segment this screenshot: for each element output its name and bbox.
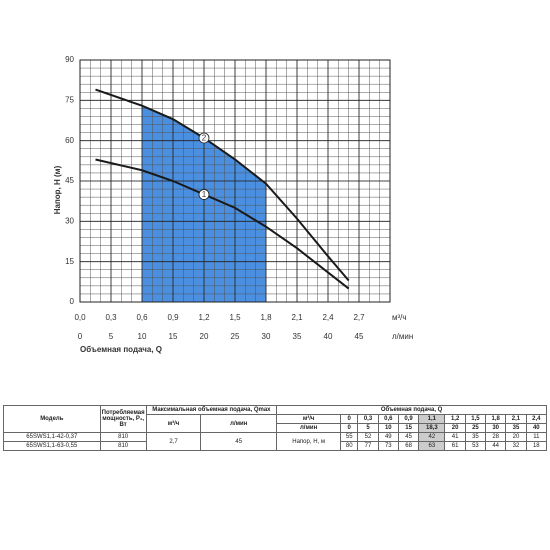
x2-tick-label: 35: [293, 332, 302, 341]
th-q-m3h: 2,1: [505, 414, 527, 424]
row: 65SWS1,1-63-0,55 810 80 77 73 68 63 61 53 44 32 18: [3, 441, 548, 451]
th-unit: л/мин: [276, 423, 342, 433]
th-model: Модель: [3, 405, 101, 433]
cell-qmax: 45: [200, 432, 278, 451]
x2-tick-label: 25: [231, 332, 240, 341]
curve: [95, 88, 350, 282]
th-unit: м³/ч: [145, 414, 202, 433]
cell-value: 20: [505, 432, 527, 442]
th-q-lmin: 18,3: [418, 423, 446, 433]
x2-tick-label: 20: [200, 332, 209, 341]
cell-value: 52: [357, 432, 379, 442]
cell-power: 810: [99, 432, 147, 442]
y-tick-label: 0: [70, 297, 75, 306]
th-q-lmin: 5: [357, 423, 379, 433]
y-tick-label: 45: [65, 176, 74, 185]
curve-label-bg: [198, 189, 210, 200]
chart: Напор, H (м) Объемная подача, Q м³/ч л/м…: [53, 55, 413, 354]
cell-value: 77: [357, 441, 379, 451]
cell-model: 65SWS1,1-42-0,37: [3, 432, 101, 442]
x-tick-label: 1,8: [260, 313, 272, 322]
cell-value: 18: [525, 441, 548, 451]
th-q-m3h: 0: [340, 414, 359, 424]
th-q: Объемная подача, Q: [276, 405, 547, 415]
th-unit: м³/ч: [276, 414, 342, 424]
cell-model: 65SWS1,1-63-0,55: [3, 441, 101, 451]
cell-value: 53: [464, 441, 487, 451]
x2-tick-label: 0: [78, 332, 83, 341]
x2-unit: л/мин: [392, 332, 413, 341]
x2-tick-label: 30: [262, 332, 271, 341]
cell-value: 11: [525, 432, 548, 442]
cell-value: 35: [464, 432, 487, 442]
th-q-lmin: 15: [397, 423, 420, 433]
th-unit: л/мин: [200, 414, 278, 433]
th-q-lmin: 0: [340, 423, 359, 433]
x-tick-label: 0,9: [167, 313, 179, 322]
x2-tick-label: 10: [138, 332, 147, 341]
x-tick-label: 2,7: [353, 313, 365, 322]
curve-label: 2: [202, 134, 207, 143]
th-q-m3h: 1,2: [444, 414, 466, 424]
th-q-lmin: 35: [505, 423, 527, 433]
cell-qmax: 2,7: [145, 432, 202, 451]
th-q-m3h: 1,8: [485, 414, 507, 424]
cell-value: 42: [418, 432, 446, 442]
x2-tick-label: 5: [109, 332, 114, 341]
x2-tick-label: 15: [169, 332, 178, 341]
th-q-lmin: 20: [444, 423, 466, 433]
th-q-m3h: 0,6: [377, 414, 399, 424]
curve-label: 1: [202, 190, 207, 199]
th-q-lmin: 40: [525, 423, 548, 433]
cell-value: 44: [485, 441, 507, 451]
x-tick-label: 2,1: [291, 313, 303, 322]
y-tick-label: 60: [65, 136, 74, 145]
table: Модель Потребляемая мощность, P₁, Вт Мак…: [3, 405, 548, 451]
y-tick-label: 15: [65, 257, 74, 266]
cell-value: 68: [397, 441, 420, 451]
cell-value: 80: [340, 441, 359, 451]
cell-value: 63: [418, 441, 446, 451]
th-q-lmin: 10: [377, 423, 399, 433]
th-q-lmin: 30: [485, 423, 507, 433]
cell-power: 810: [99, 441, 147, 451]
x-axis-label: Объемная подача, Q: [80, 345, 162, 354]
x-tick-label: 1,5: [229, 313, 241, 322]
cell-value: 61: [444, 441, 466, 451]
cell-value: 45: [397, 432, 420, 442]
cell-value: 32: [505, 441, 527, 451]
th-q-m3h: 0,3: [357, 414, 379, 424]
th-q-m3h: 1,5: [464, 414, 487, 424]
cell-value: 73: [377, 441, 399, 451]
cell-value: 41: [444, 432, 466, 442]
x-tick-label: 0,3: [105, 313, 117, 322]
y-tick-label: 90: [65, 55, 74, 64]
row: 65SWS1,1-42-0,37 810 2,7 45 Напор, Н, м 55 52 4…: [3, 432, 548, 451]
y-tick-label: 30: [65, 216, 74, 225]
curve-label-bg: [198, 132, 210, 144]
curve: [95, 158, 350, 290]
th-power: Потребляемая мощность, P₁, Вт: [99, 405, 147, 433]
plot-frame: [79, 59, 391, 303]
x-tick-label: 2,4: [322, 313, 334, 322]
cell-value: 55: [340, 432, 359, 442]
x2-tick-label: 40: [324, 332, 333, 341]
cell-head-label: Напор, Н, м: [276, 432, 342, 451]
y-axis-label: Напор, H (м): [53, 165, 62, 214]
x-tick-label: 1,2: [198, 313, 210, 322]
y-tick-label: 75: [65, 95, 74, 104]
th-q-lmin: 25: [464, 423, 487, 433]
cell-value: 28: [485, 432, 507, 442]
th-q-m3h: 1,1: [418, 414, 446, 424]
x-tick-label: 0,6: [136, 313, 148, 322]
th-q-m3h: 2,4: [525, 414, 548, 424]
x2-tick-label: 45: [355, 332, 364, 341]
th-q-m3h: 0,9: [397, 414, 420, 424]
x-tick-label: 0,0: [74, 313, 86, 322]
cell-value: 49: [377, 432, 399, 442]
x-unit: м³/ч: [392, 313, 407, 322]
th-qmax: Максимальная объемная подача, Qmax: [145, 405, 278, 415]
